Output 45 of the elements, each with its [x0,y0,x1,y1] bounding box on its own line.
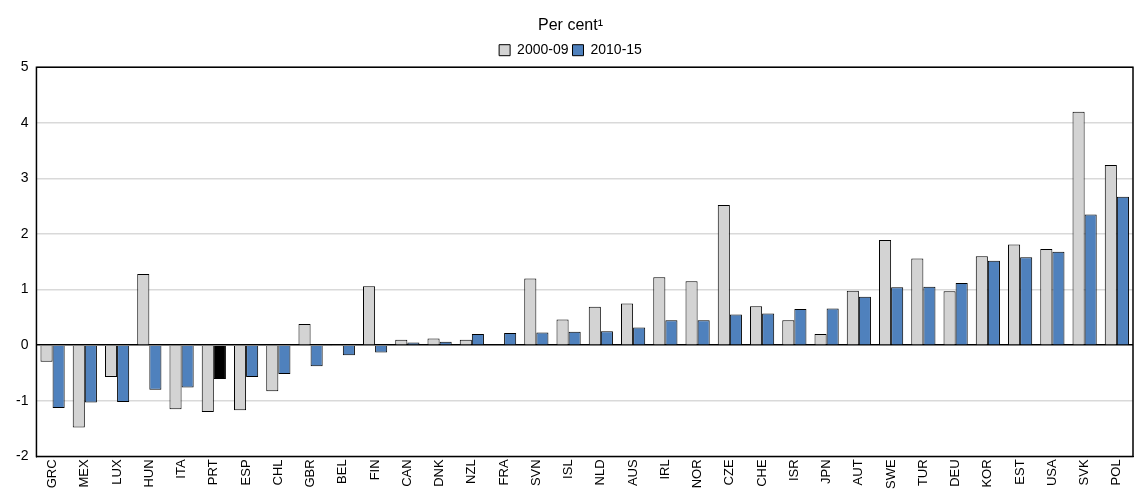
x-tick-label: EST [1011,459,1027,485]
x-tick-label: ISR [785,459,801,482]
x-tick-label: CHL [269,459,285,486]
x-tick-label: SVK [1076,459,1092,486]
x-tick-label: GBR [302,459,318,488]
x-tick-label: SWE [882,459,898,490]
x-tick-label: TUR [914,459,930,487]
x-tick-label: PRT [205,459,221,486]
x-tick-label: NOR [689,459,705,489]
x-tick-label: NLD [592,459,608,486]
x-tick-label: USA [1043,459,1059,487]
legend-label: 2010-15 [590,41,643,58]
x-tick-label: FIN [366,459,382,481]
x-tick-label: POL [1108,459,1124,486]
x-tick-label: CZE [721,459,737,486]
x-tick-label: JPN [818,459,834,484]
x-tick-label: BEL [334,459,350,484]
x-tick-label: DNK [431,459,447,487]
y-tick-label: 4 [20,113,29,130]
x-tick-label: SVN [527,459,543,487]
y-tick-label: 2 [20,224,29,241]
x-tick-label: ESP [237,459,253,486]
x-tick-label: DEU [947,459,963,487]
x-tick-label: GRC [44,459,60,489]
y-tick-label: 5 [20,58,29,75]
x-tick-label: AUS [624,459,640,487]
x-tick-label: KOR [979,459,995,488]
x-tick-label: HUN [140,459,156,488]
x-tick-label: ITA [173,459,189,479]
x-tick-label: AUT [850,459,866,486]
x-tick-label: NZL [463,459,479,484]
x-tick-label: MEX [76,459,92,488]
x-tick-label: LUX [108,459,124,485]
y-tick-label: -1 [16,391,29,408]
chart-title: Per cent¹ [538,16,603,34]
legend-label: 2000-09 [517,41,569,58]
x-tick-label: ISL [560,459,576,479]
x-tick-label: CAN [398,459,414,487]
y-tick-label: 3 [20,169,29,186]
x-tick-label: IRL [656,459,672,480]
x-tick-label: FRA [495,459,511,486]
y-tick-label: 1 [20,280,29,297]
y-tick-label: -2 [16,447,29,464]
y-tick-label: 0 [20,336,29,353]
x-tick-label: CHE [753,459,769,487]
